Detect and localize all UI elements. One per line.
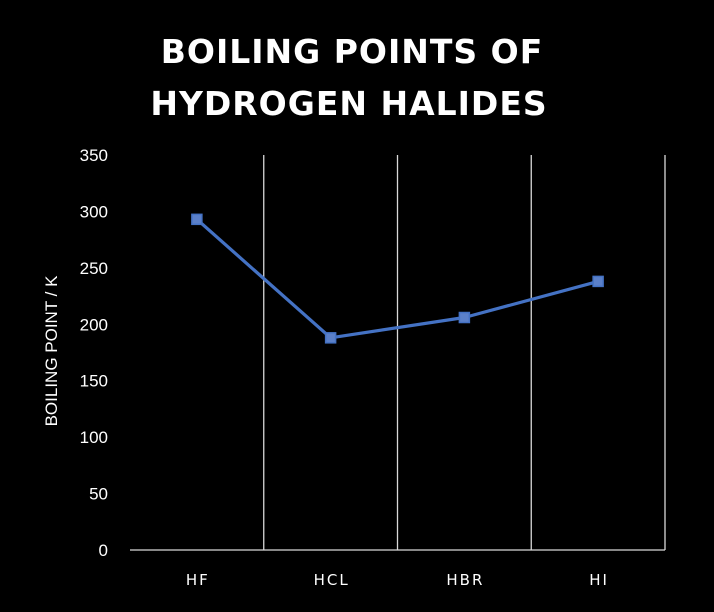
chart-title-line-1: BOILING POINTS OF [161,32,543,71]
y-axis-title: BOILING POINT / K [42,275,61,426]
data-point-marker [458,311,471,324]
chart-title: BOILING POINTS OF HYDROGEN HALIDES [150,32,547,123]
data-point-marker [324,332,337,344]
data-point-marker [191,213,203,226]
y-tick-label: 200 [80,315,108,334]
data-point-marker [592,275,604,288]
y-tick-label: 50 [89,485,108,504]
chart-title-line-2: HYDROGEN HALIDES [150,84,547,123]
x-tick-label: HBR [446,571,484,589]
x-tick-label: HCL [314,571,350,589]
y-tick-label: 250 [80,259,108,278]
y-tick-label: 300 [80,202,108,221]
series-group [191,213,604,344]
y-tick-label: 100 [80,428,108,447]
y-tick-label: 0 [99,541,108,560]
y-axis-ticks: 0 50 100 150 200 250 300 350 [80,146,108,560]
x-tick-label: HI [589,571,609,589]
y-tick-label: 150 [80,372,108,391]
series-line [195,217,600,340]
x-axis-ticks: HF HCL HBR HI [186,571,609,589]
y-tick-label: 350 [80,146,108,165]
grid-lines [263,155,666,550]
x-tick-label: HF [186,571,210,589]
